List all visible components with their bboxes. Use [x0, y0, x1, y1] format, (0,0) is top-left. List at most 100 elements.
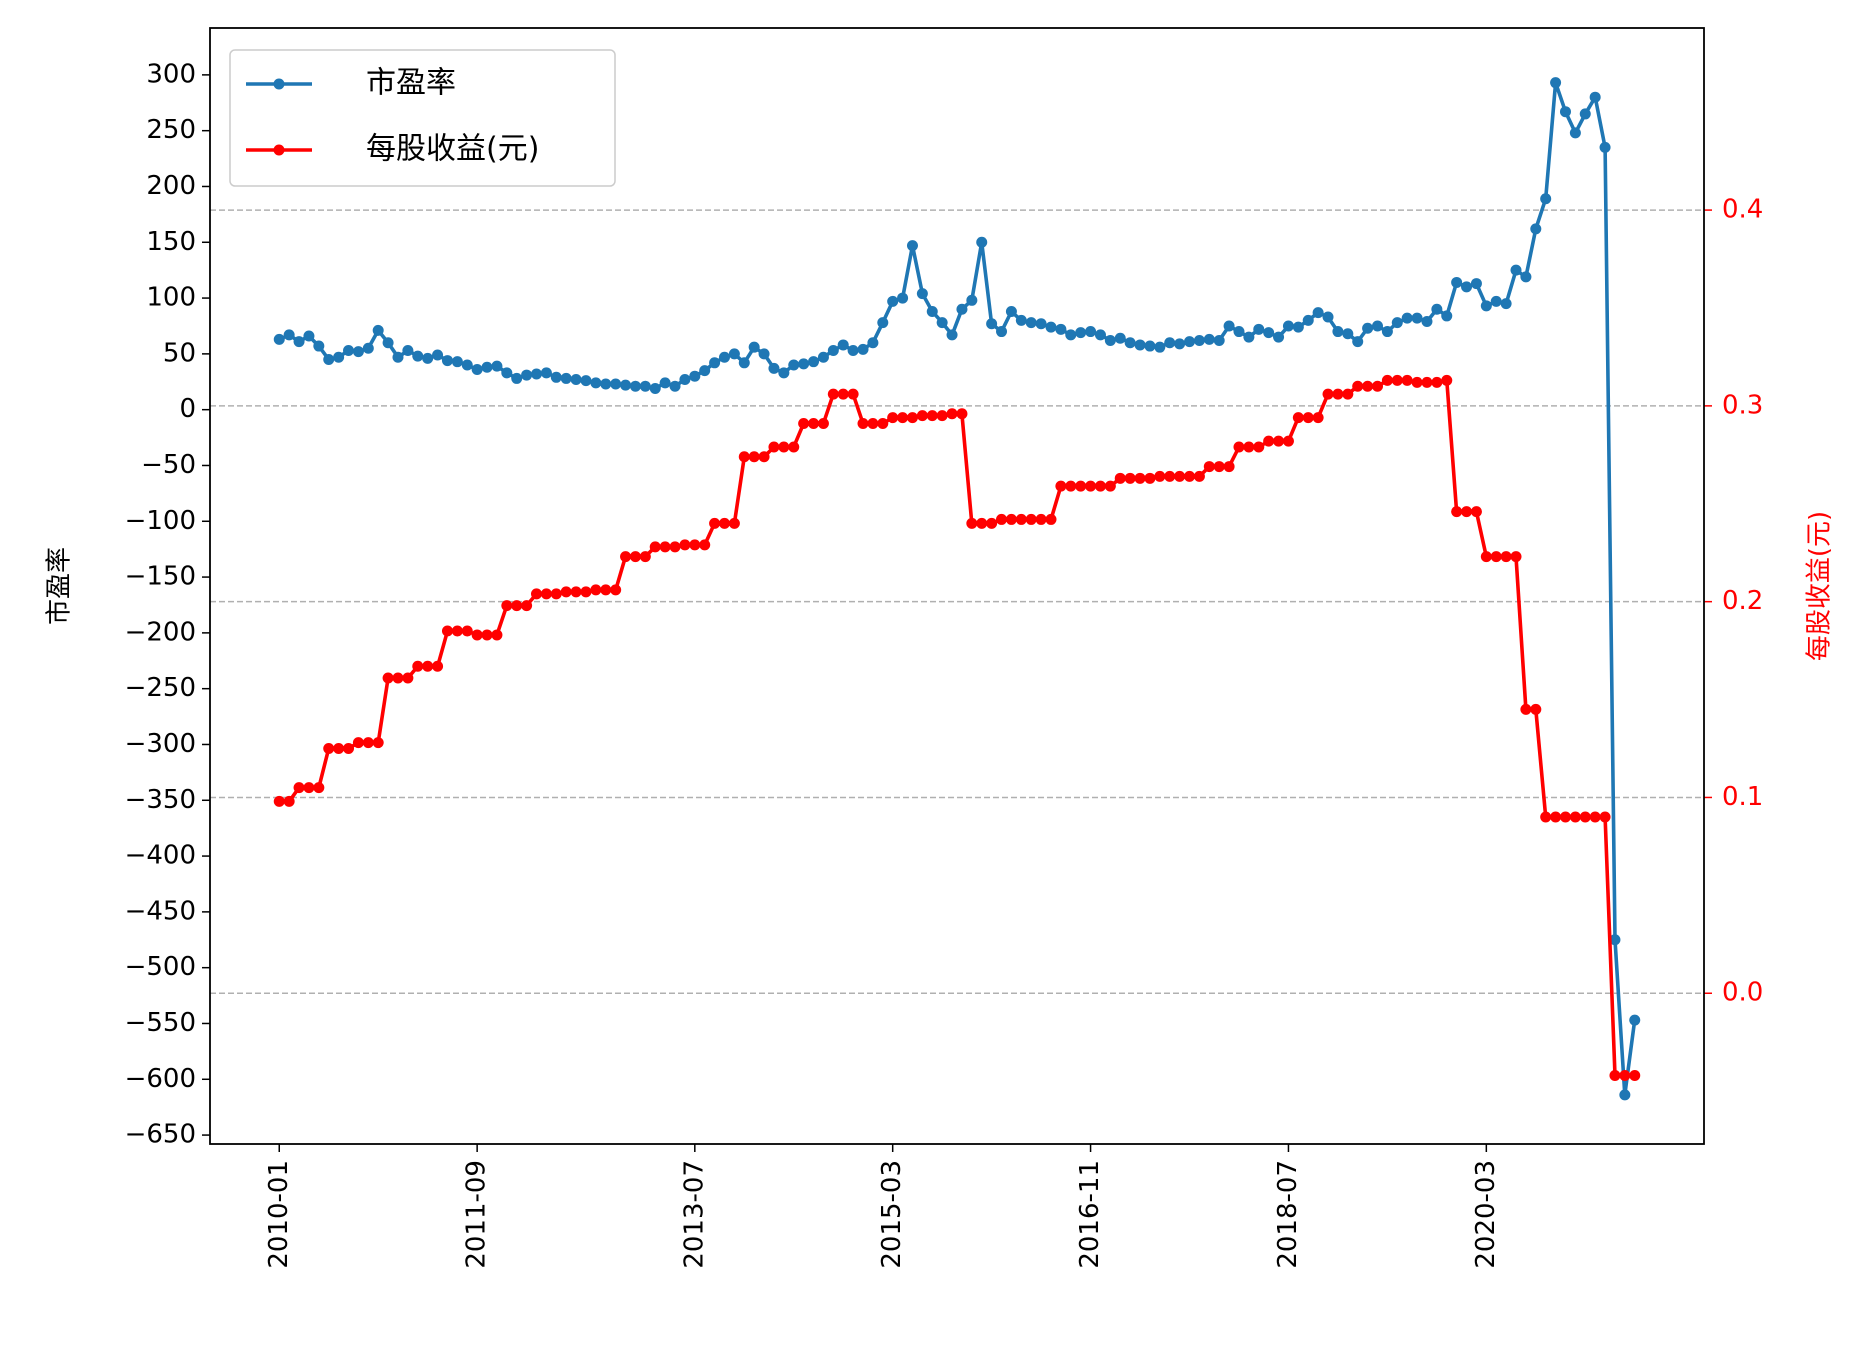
point	[540, 367, 552, 379]
point	[1579, 108, 1591, 120]
point	[699, 539, 711, 551]
point	[966, 517, 978, 529]
point	[402, 672, 414, 684]
y-tick-label: −500	[125, 952, 196, 982]
point	[362, 342, 374, 354]
y-tick-label: −600	[125, 1064, 196, 1094]
point	[481, 361, 493, 373]
point	[570, 374, 582, 386]
point	[1164, 337, 1176, 349]
point	[1461, 281, 1473, 293]
point	[916, 288, 928, 300]
point	[867, 417, 879, 429]
point	[1401, 312, 1413, 324]
point	[610, 378, 622, 390]
y-axis-label: 市盈率	[45, 547, 75, 625]
point	[550, 588, 562, 600]
point	[1411, 312, 1423, 324]
point	[768, 441, 780, 453]
point	[758, 451, 770, 463]
point	[451, 356, 463, 368]
point	[461, 625, 473, 637]
point	[877, 417, 889, 429]
point	[1441, 374, 1453, 386]
point	[1381, 326, 1393, 338]
point	[629, 380, 641, 392]
point	[679, 539, 691, 551]
point	[788, 359, 800, 371]
point	[303, 782, 315, 794]
y-tick-label: −200	[125, 617, 196, 647]
point	[1609, 934, 1621, 946]
point	[560, 586, 572, 598]
point	[491, 629, 503, 641]
point	[1421, 376, 1433, 388]
point	[1332, 388, 1344, 400]
point	[1025, 513, 1037, 525]
point	[639, 551, 651, 563]
legend-marker	[273, 78, 285, 90]
point	[432, 660, 444, 672]
point	[501, 367, 513, 379]
point	[273, 333, 285, 345]
point	[1362, 322, 1374, 334]
point	[649, 382, 661, 394]
point	[1114, 472, 1126, 484]
point	[1619, 1069, 1631, 1081]
point	[1451, 276, 1463, 288]
point	[798, 417, 810, 429]
point	[709, 517, 721, 529]
series	[273, 374, 1641, 1081]
y-tick-label: −650	[125, 1120, 196, 1150]
point	[1332, 326, 1344, 338]
point	[699, 365, 711, 377]
point	[1431, 303, 1443, 315]
point	[1005, 305, 1017, 317]
point	[847, 345, 859, 357]
point	[659, 377, 671, 389]
y-tick-label: −450	[125, 896, 196, 926]
point	[491, 360, 503, 372]
point	[1322, 388, 1334, 400]
point	[313, 340, 325, 352]
point	[1559, 106, 1571, 118]
point	[293, 336, 305, 348]
x-tick-label: 2013-07	[679, 1160, 709, 1269]
point	[1461, 506, 1473, 518]
point	[1421, 316, 1433, 328]
point	[521, 369, 533, 381]
point	[461, 359, 473, 371]
point	[1164, 470, 1176, 482]
point	[728, 517, 740, 529]
y-tick-label: 150	[146, 227, 196, 257]
point	[362, 737, 374, 749]
series	[273, 77, 1641, 1101]
point	[1134, 472, 1146, 484]
point	[372, 324, 384, 336]
point	[1253, 323, 1265, 335]
y2-tick-label: 0.2	[1722, 586, 1763, 616]
point	[1015, 314, 1027, 326]
point	[343, 345, 355, 357]
point	[333, 351, 345, 363]
point	[600, 378, 612, 390]
point	[1273, 435, 1285, 447]
point	[303, 330, 315, 342]
point	[1579, 811, 1591, 823]
point	[1362, 380, 1374, 392]
point	[897, 292, 909, 304]
point	[620, 379, 632, 391]
point	[1144, 340, 1156, 352]
point	[313, 782, 325, 794]
point	[986, 318, 998, 330]
x-tick-label: 2015-03	[877, 1160, 907, 1269]
point	[1193, 470, 1205, 482]
point	[916, 410, 928, 422]
point	[1243, 331, 1255, 343]
point	[1094, 329, 1106, 341]
point	[936, 317, 948, 329]
point	[1243, 441, 1255, 453]
point	[1124, 337, 1136, 349]
y-tick-label: −400	[125, 841, 196, 871]
